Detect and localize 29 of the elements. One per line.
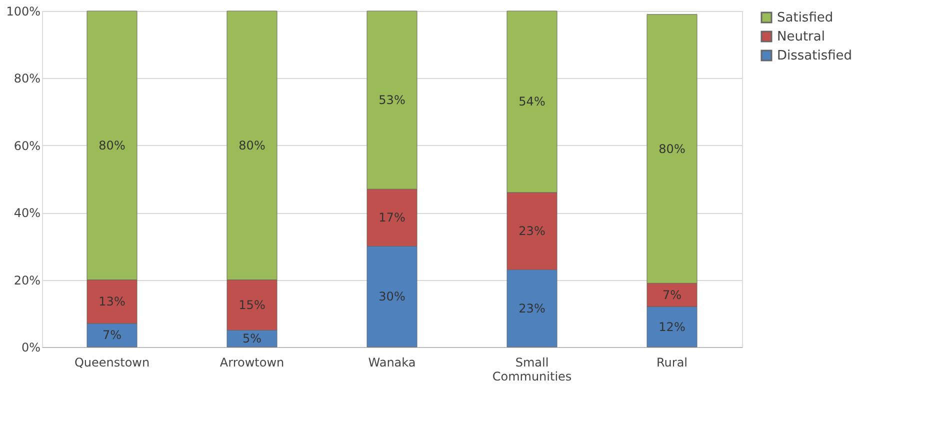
data-label: 7%	[102, 328, 122, 342]
data-label: 15%	[238, 298, 266, 312]
data-label: 23%	[518, 301, 546, 316]
y-tick-label: 60%	[14, 138, 40, 153]
x-tick-label: Rural	[656, 356, 688, 370]
legend-label: Satisfied	[777, 10, 834, 26]
data-label: 53%	[378, 93, 406, 108]
data-label: 80%	[238, 138, 266, 152]
data-label: 7%	[662, 288, 682, 302]
data-label: 54%	[518, 94, 546, 109]
y-tick-label: 40%	[14, 206, 40, 220]
legend-label: Dissatisfied	[777, 48, 852, 64]
y-tick-label: 80%	[14, 72, 40, 86]
x-tick-label: Small Communities	[492, 356, 572, 384]
data-label: 17%	[378, 210, 406, 225]
data-label: 30%	[378, 290, 406, 304]
y-tick-label: 20%	[14, 273, 40, 288]
data-label: 23%	[518, 224, 546, 238]
data-label: 5%	[242, 332, 262, 346]
data-label: 80%	[98, 138, 126, 152]
data-label: 80%	[658, 142, 686, 156]
data-label: 12%	[658, 320, 686, 334]
x-tick-label: Arrowtown	[220, 356, 284, 370]
x-tick-label: Wanaka	[368, 356, 416, 370]
x-tick-label: Queenstown	[74, 356, 150, 370]
y-tick-label: 100%	[6, 4, 40, 18]
data-label: 13%	[98, 294, 126, 309]
legend-label: Neutral	[777, 30, 825, 44]
y-tick-label: 0%	[21, 340, 40, 354]
